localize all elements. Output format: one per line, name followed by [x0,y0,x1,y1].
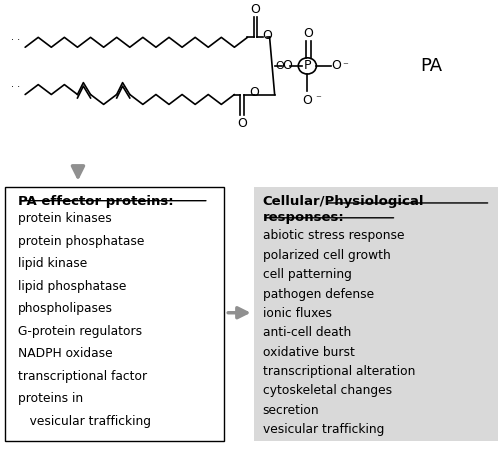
FancyBboxPatch shape [254,187,498,441]
Text: O: O [302,94,312,107]
Text: secretion: secretion [263,404,319,417]
Text: phospholipases: phospholipases [18,302,113,315]
Text: cell patterning: cell patterning [263,268,352,281]
Text: ionic fluxes: ionic fluxes [263,307,331,320]
Text: transcriptional factor: transcriptional factor [18,370,147,383]
FancyBboxPatch shape [5,187,224,441]
Text: oxidative burst: oxidative burst [263,346,355,359]
Text: lipid kinase: lipid kinase [18,257,87,270]
Text: proteins in: proteins in [18,392,82,405]
Text: · ·: · · [11,35,20,45]
Text: O: O [237,117,247,130]
Text: cytoskeletal changes: cytoskeletal changes [263,384,392,397]
Text: O: O [276,61,284,71]
Text: O: O [250,3,260,16]
Text: lipid phosphatase: lipid phosphatase [18,280,126,293]
Text: O: O [331,59,342,72]
Text: pathogen defense: pathogen defense [263,288,374,301]
Text: vesicular trafficking: vesicular trafficking [18,415,150,428]
Text: vesicular trafficking: vesicular trafficking [263,423,384,436]
Text: transcriptional alteration: transcriptional alteration [263,365,415,378]
Text: O: O [249,86,260,99]
Text: responses:: responses: [263,211,345,224]
Text: PA effector proteins:: PA effector proteins: [18,195,173,208]
Text: G-protein regulators: G-protein regulators [18,325,142,338]
Text: ⁻: ⁻ [315,94,321,104]
Text: abiotic stress response: abiotic stress response [263,230,404,243]
Text: anti-cell death: anti-cell death [263,326,351,339]
Text: PA: PA [420,57,442,75]
Text: protein phosphatase: protein phosphatase [18,235,144,248]
Text: NADPH oxidase: NADPH oxidase [18,347,112,360]
Text: polarized cell growth: polarized cell growth [263,249,390,262]
Text: · ·: · · [11,82,20,92]
Text: O: O [282,59,292,72]
Text: O: O [303,27,313,40]
Text: protein kinases: protein kinases [18,212,111,225]
Text: Cellular/Physiological: Cellular/Physiological [263,195,424,208]
Text: P: P [304,59,311,72]
Text: ⁻: ⁻ [343,61,349,71]
Text: O: O [263,29,273,42]
